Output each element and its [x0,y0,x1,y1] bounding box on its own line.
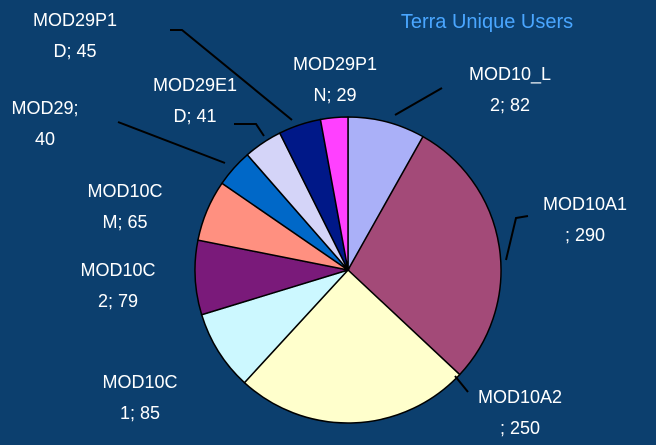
leader-line [170,29,293,121]
pie-slice [319,116,349,271]
chart-title: Terra Unique Users [401,11,573,33]
leader-line [505,215,529,261]
slice-label: MOD10A1; 290 [543,194,627,245]
leader-line [234,123,265,137]
pie-slice [243,268,461,424]
slice-label: MOD29P1 N; 29 [293,54,377,105]
slice-label: MOD29P1 D; 45 [33,10,117,61]
leader-line [117,121,226,164]
leader-line [454,375,469,393]
slice-label: MOD10C 2; 79 [80,260,155,311]
pie-slice [347,135,502,376]
slice-label: MOD10_L 2; 82 [469,64,551,115]
slice-label: MOD10A2; 250 [478,387,562,438]
slice-label: MOD10C M; 65 [87,181,162,232]
slice-label: MOD29; 40 [11,98,78,149]
slice-label: MOD10C 1; 85 [102,372,177,423]
slice-label: MOD29E1 D; 41 [153,75,237,126]
leader-line [394,87,443,116]
